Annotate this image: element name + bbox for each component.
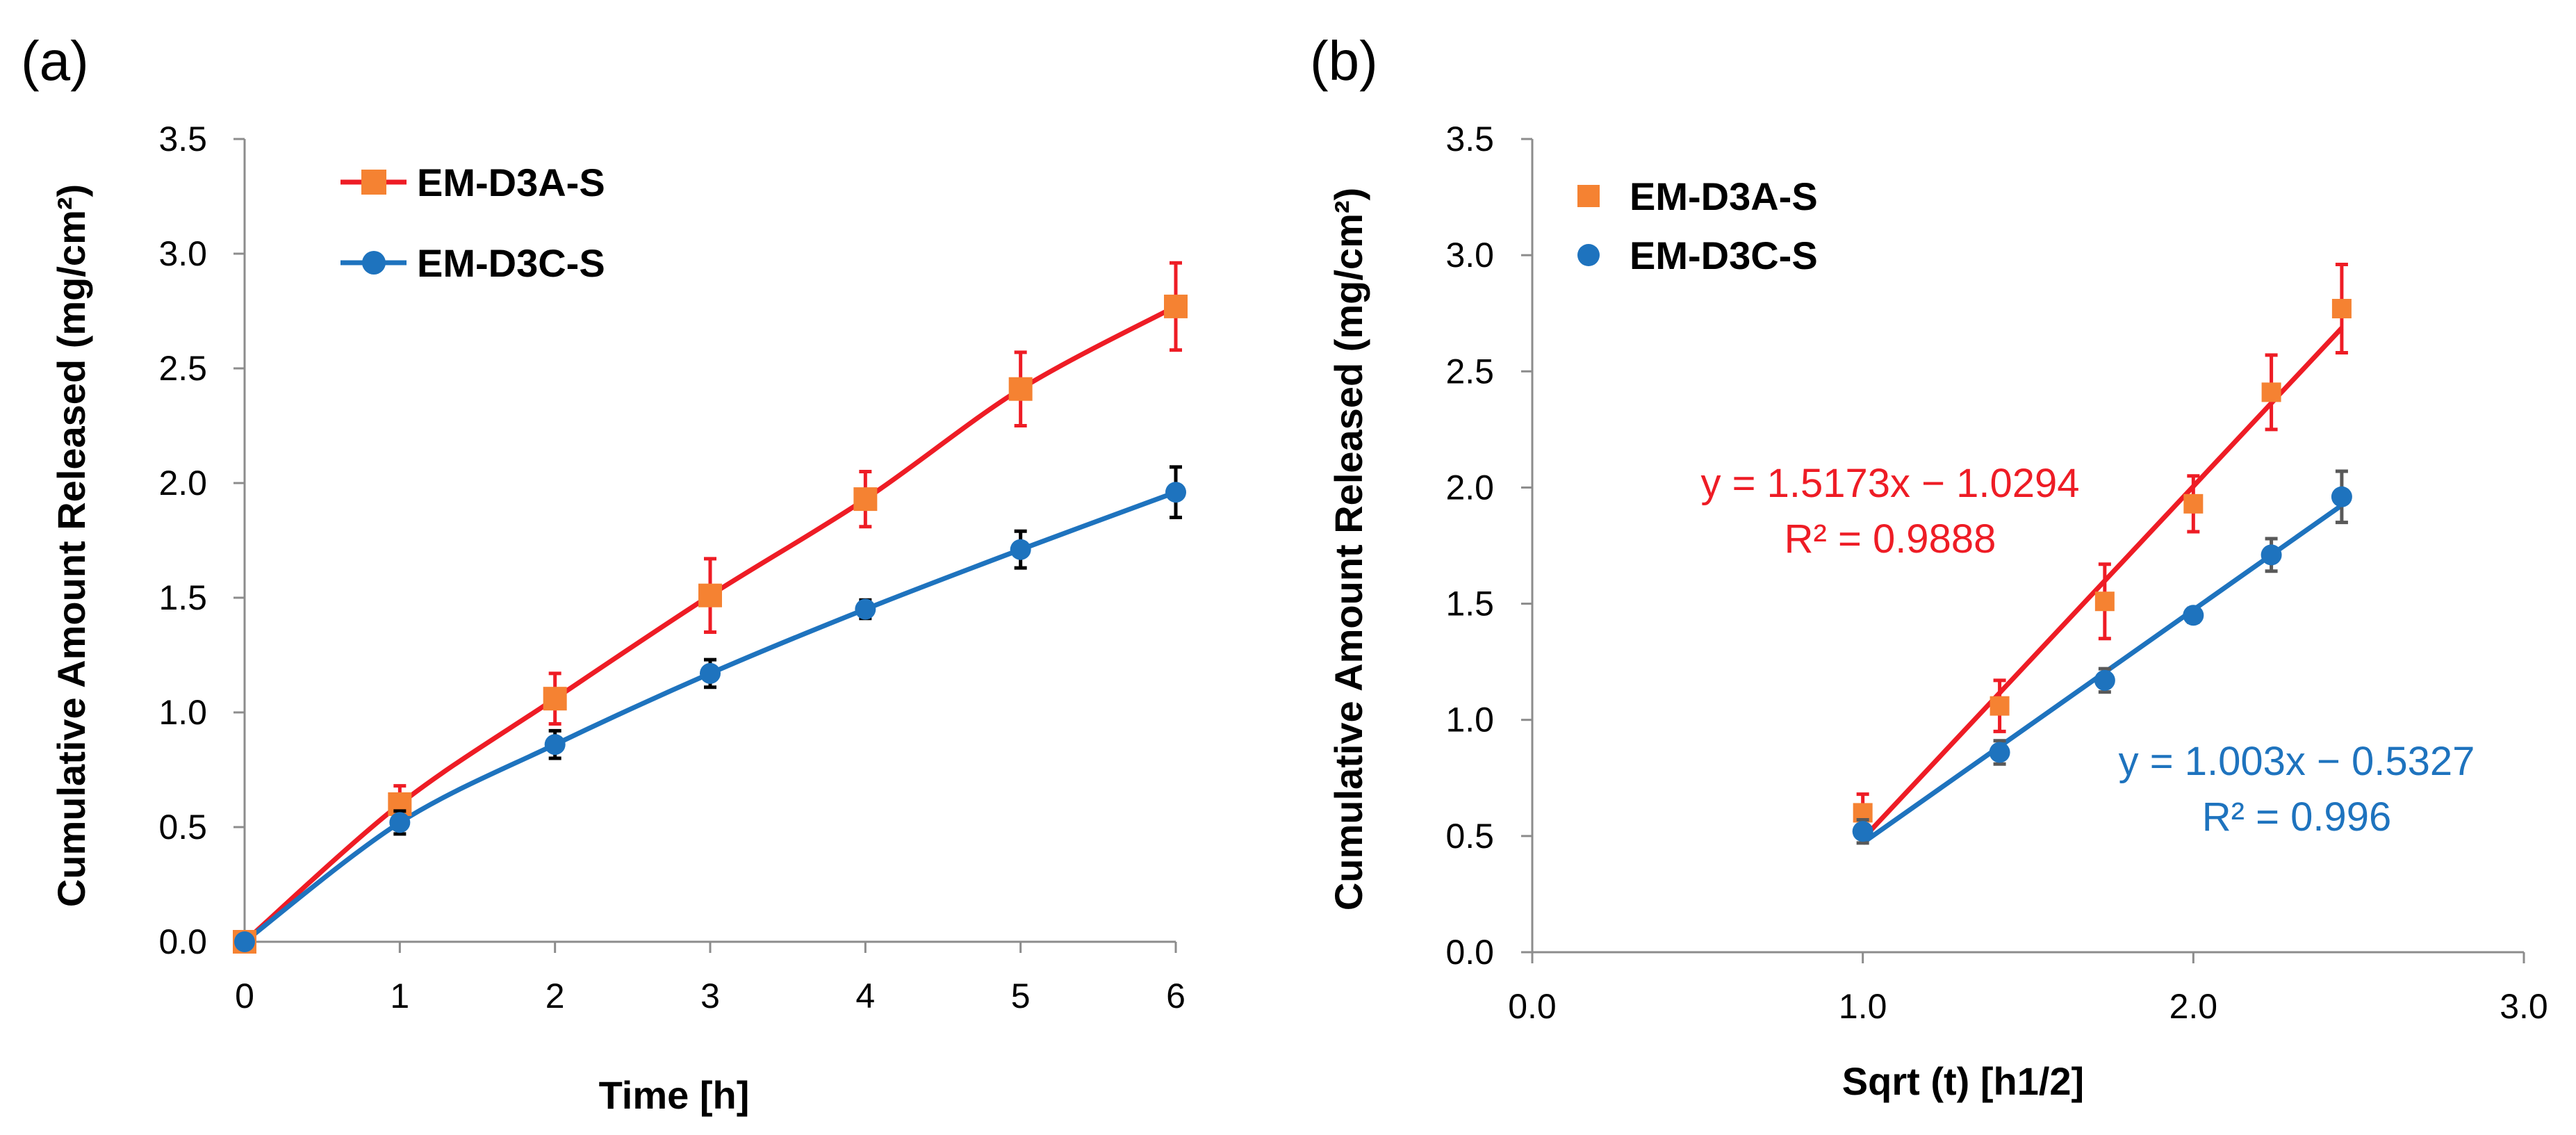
panel-b-data-point-em-d3c-s: [2331, 486, 2352, 507]
panel-a-data-point-em-d3c-s: [700, 662, 721, 684]
panel-a-x-tick-label: 0: [235, 977, 254, 1015]
legend-a-label-em-d3c-s: EM-D3C-S: [417, 241, 605, 285]
panel-a-x-axis-title: Time [h]: [599, 1073, 750, 1117]
panel-a-y-tick-label: 2.5: [158, 349, 207, 388]
panel-a-data-point-em-d3c-s: [389, 812, 411, 833]
panel-b-label: (b): [1310, 30, 1378, 92]
panel-a-x-tick-label: 3: [700, 977, 720, 1015]
panel-a-y-tick-label: 1.5: [158, 578, 207, 617]
panel-a-y-tick-label: 0.0: [158, 922, 207, 961]
panel-b-y-tick-label: 0.5: [1445, 817, 1494, 856]
panel-a-data-point-em-d3a-s: [853, 487, 878, 512]
legend-b-marker-em-d3a-s: [1577, 185, 1600, 207]
panel-b-data-point-em-d3a-s: [2261, 382, 2281, 402]
panel-a-y-tick-label: 2.0: [158, 464, 207, 503]
panel-b-x-tick-label: 0.0: [1508, 987, 1557, 1026]
panel-a-data-point-em-d3c-s: [1010, 539, 1031, 560]
legend-b-marker-em-d3c-s: [1577, 244, 1600, 266]
panel-b-equation-em-d3c-s: y = 1.003x − 0.5327: [2119, 739, 2475, 784]
panel-a-y-tick-label: 3.0: [158, 234, 207, 273]
panel-a-data-point-em-d3c-s: [855, 598, 876, 620]
panel-b-y-tick-label: 1.5: [1445, 585, 1494, 623]
panel-a-x-tick-label: 4: [855, 977, 875, 1015]
legend-b-label-em-d3c-s: EM-D3C-S: [1630, 234, 1818, 277]
panel-a-y-tick-label: 0.5: [158, 808, 207, 847]
panel-b-trendline-em-d3a-s: [1861, 326, 2344, 841]
panel-b-data-point-em-d3a-s: [1990, 696, 2010, 716]
panel-a-y-axis-title: Cumulative Amount Released (mg/cm²): [49, 184, 93, 907]
panel-b-y-tick-label: 2.0: [1445, 468, 1494, 507]
panel-b-equation-em-d3a-s: y = 1.5173x − 1.0294: [1701, 461, 2080, 506]
panel-a-data-point-em-d3c-s: [1165, 482, 1186, 503]
panel-b-data-point-em-d3c-s: [2094, 669, 2115, 691]
panel-b-y-axis-title: Cumulative Amount Released (mg/cm²): [1327, 188, 1370, 911]
panel-b-y-tick-label: 0.0: [1445, 933, 1494, 972]
legend-a-label-em-d3a-s: EM-D3A-S: [417, 161, 605, 204]
panel-a-legend: EM-D3A-S EM-D3C-S: [341, 161, 605, 285]
panel-a-plot-area: 0.0 0.5 1.0 1.5 2.0 2.5 3.0 3.5 0 1 2 3 4 5 6: [158, 120, 1188, 1015]
panel-b-y-tick-label: 1.0: [1445, 701, 1494, 740]
panel-b-data-point-em-d3c-s: [2183, 605, 2204, 626]
panel-b-data-point-em-d3c-s: [2261, 544, 2282, 566]
panel-a-data-point-em-d3a-s: [698, 583, 722, 607]
legend-a-marker-em-d3c-s: [362, 251, 386, 275]
panel-a-data-point-em-d3a-s: [543, 687, 567, 711]
panel-b-r2-em-d3c-s: R² = 0.996: [2202, 794, 2391, 840]
panel-a-data-point-em-d3a-s: [1164, 294, 1188, 318]
panel-a-x-tick-label: 6: [1166, 977, 1186, 1015]
panel-a-x-tick-label: 5: [1011, 977, 1031, 1015]
panel-a-data-point-em-d3a-s: [1008, 377, 1033, 401]
legend-b-label-em-d3a-s: EM-D3A-S: [1630, 174, 1818, 218]
panel-a-x-tick-label: 2: [545, 977, 565, 1015]
panel-b-data-point-em-d3a-s: [2094, 591, 2115, 612]
panel-b-y-tick-label: 2.5: [1445, 352, 1494, 391]
panel-a-data-point-em-d3c-s: [234, 931, 255, 952]
panel-a-y-tick-label: 3.5: [158, 120, 207, 158]
panel-b-data-point-em-d3c-s: [1852, 821, 1873, 842]
panel-b-y-tick-label: 3.5: [1445, 120, 1494, 158]
panel-a-y-tick-label: 1.0: [158, 693, 207, 732]
panel-b-plot-area: 0.0 0.5 1.0 1.5 2.0 2.5 3.0 3.5 0.0 1.0 2.0 3.0: [1445, 120, 2548, 1026]
panel-b-data-point-em-d3c-s: [1989, 742, 2010, 763]
panel-a-data-point-em-d3c-s: [544, 734, 566, 756]
panel-a-x-tick-label: 1: [390, 977, 409, 1015]
panel-b-x-tick-label: 1.0: [1839, 987, 1887, 1026]
panel-b-data-point-em-d3a-s: [2183, 493, 2204, 514]
legend-a-marker-em-d3a-s: [361, 170, 386, 195]
panel-b-data-point-em-d3a-s: [2331, 299, 2352, 319]
panel-b-x-tick-label: 3.0: [2500, 987, 2548, 1026]
panel-b-x-axis-title: Sqrt (t) [h1/2]: [1842, 1059, 2084, 1103]
panel-b-y-tick-label: 3.0: [1445, 236, 1494, 275]
panel-b-r2-em-d3a-s: R² = 0.9888: [1785, 516, 1996, 562]
panel-b-legend: EM-D3A-S EM-D3C-S: [1577, 174, 1818, 277]
panel-b-x-tick-label: 2.0: [2169, 987, 2218, 1026]
panel-a-label: (a): [21, 30, 89, 92]
